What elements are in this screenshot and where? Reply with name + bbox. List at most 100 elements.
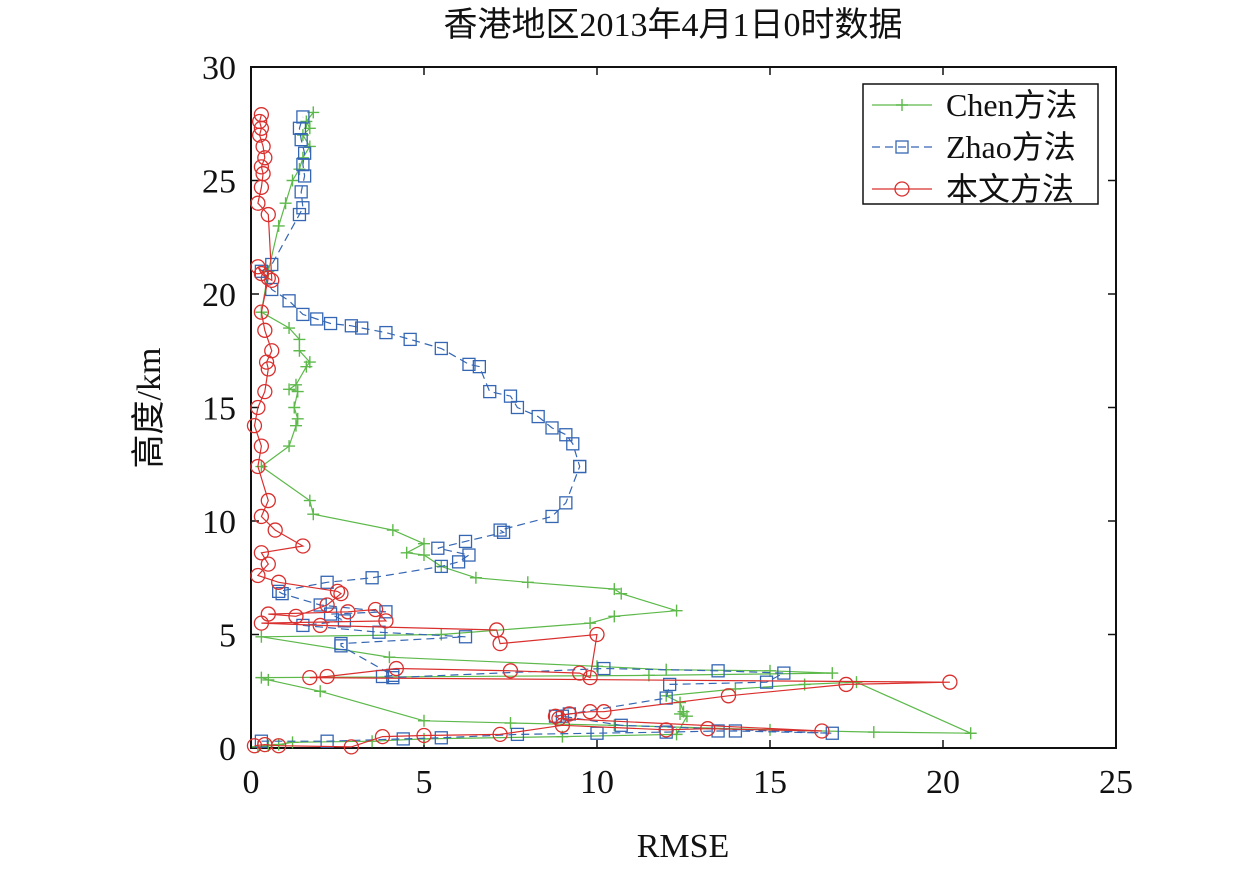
data-point	[597, 661, 611, 676]
data-point	[964, 727, 977, 740]
data-point	[492, 726, 508, 743]
series-1	[254, 110, 839, 748]
data-point	[396, 732, 410, 746]
x-axis: 0 5 10 15 20 25	[243, 67, 1133, 801]
data-point	[825, 726, 839, 740]
x-axis-label: RMSE	[637, 828, 730, 865]
data-point	[700, 721, 716, 737]
legend-marker	[895, 140, 909, 154]
data-point	[293, 163, 306, 176]
data-point	[286, 174, 299, 187]
y-axis-label: 高度/km	[130, 348, 168, 469]
data-point	[711, 724, 725, 738]
data-point	[469, 571, 482, 584]
data-point	[303, 494, 316, 507]
data-point	[493, 523, 507, 537]
data-point	[255, 138, 271, 155]
data-point	[250, 458, 266, 475]
data-point	[293, 333, 306, 346]
data-point	[728, 724, 743, 738]
data-point	[319, 668, 335, 685]
data-point	[246, 738, 263, 754]
data-point	[253, 304, 270, 320]
legend-marker	[896, 99, 908, 111]
x-tick-label: 20	[926, 764, 960, 801]
data-point	[942, 674, 958, 690]
data-point	[320, 575, 334, 589]
data-point	[777, 666, 791, 680]
data-point	[255, 166, 271, 182]
data-point	[271, 738, 287, 754]
data-point	[483, 384, 497, 399]
data-point	[545, 421, 559, 435]
data-point	[250, 399, 266, 416]
data-point	[584, 617, 597, 630]
data-point	[711, 664, 725, 678]
y-axis: 0 5 10 15 20 25 30	[202, 50, 1116, 768]
data-point	[257, 383, 273, 400]
data-point	[294, 132, 308, 147]
data-point	[282, 294, 296, 308]
data-point	[334, 636, 348, 651]
data-point	[591, 660, 603, 673]
data-point	[582, 669, 598, 686]
data-point	[251, 113, 268, 130]
data-point	[294, 185, 308, 199]
data-point	[337, 614, 352, 628]
data-point	[562, 707, 576, 721]
data-point	[288, 401, 301, 414]
data-point	[257, 322, 273, 338]
data-point	[572, 665, 588, 681]
data-point	[279, 197, 292, 210]
data-point	[267, 522, 283, 538]
data-point	[319, 597, 335, 613]
data-point	[260, 606, 276, 622]
data-point	[260, 556, 276, 572]
data-point	[458, 534, 473, 549]
series-line	[257, 112, 971, 748]
data-point	[250, 195, 266, 211]
legend-label: Chen方法	[946, 87, 1078, 123]
data-point	[297, 146, 312, 160]
data-point	[283, 440, 296, 453]
data-point	[677, 705, 690, 718]
data-point	[365, 571, 379, 585]
data-point	[323, 316, 338, 331]
data-point	[307, 508, 320, 521]
data-point	[283, 383, 296, 396]
x-tick-label: 15	[753, 764, 787, 801]
data-point	[388, 660, 404, 677]
data-point	[658, 722, 674, 738]
data-point	[355, 321, 369, 335]
legend-label: 本文方法	[946, 171, 1074, 207]
data-point	[343, 739, 359, 755]
data-point	[333, 585, 349, 602]
data-point	[674, 707, 687, 720]
data-point	[838, 676, 854, 693]
data-point	[264, 272, 280, 289]
data-point	[344, 319, 358, 333]
data-point	[551, 710, 567, 727]
data-point	[418, 537, 430, 550]
data-point	[288, 608, 304, 624]
data-point	[272, 738, 285, 751]
data-point	[416, 727, 432, 744]
data-point	[260, 492, 276, 509]
data-point	[608, 583, 621, 596]
data-point	[383, 651, 396, 664]
data-point	[434, 559, 448, 574]
data-point	[264, 343, 280, 359]
data-point	[642, 669, 655, 682]
data-point	[314, 685, 327, 698]
data-point	[323, 607, 338, 621]
data-point	[253, 508, 270, 525]
data-point	[255, 671, 268, 684]
data-point	[458, 630, 473, 644]
data-point	[378, 613, 394, 629]
chart-title: 香港地区2013年4月1日0时数据	[444, 6, 903, 44]
data-point	[462, 357, 476, 372]
data-point	[431, 541, 445, 555]
data-point	[504, 717, 517, 730]
